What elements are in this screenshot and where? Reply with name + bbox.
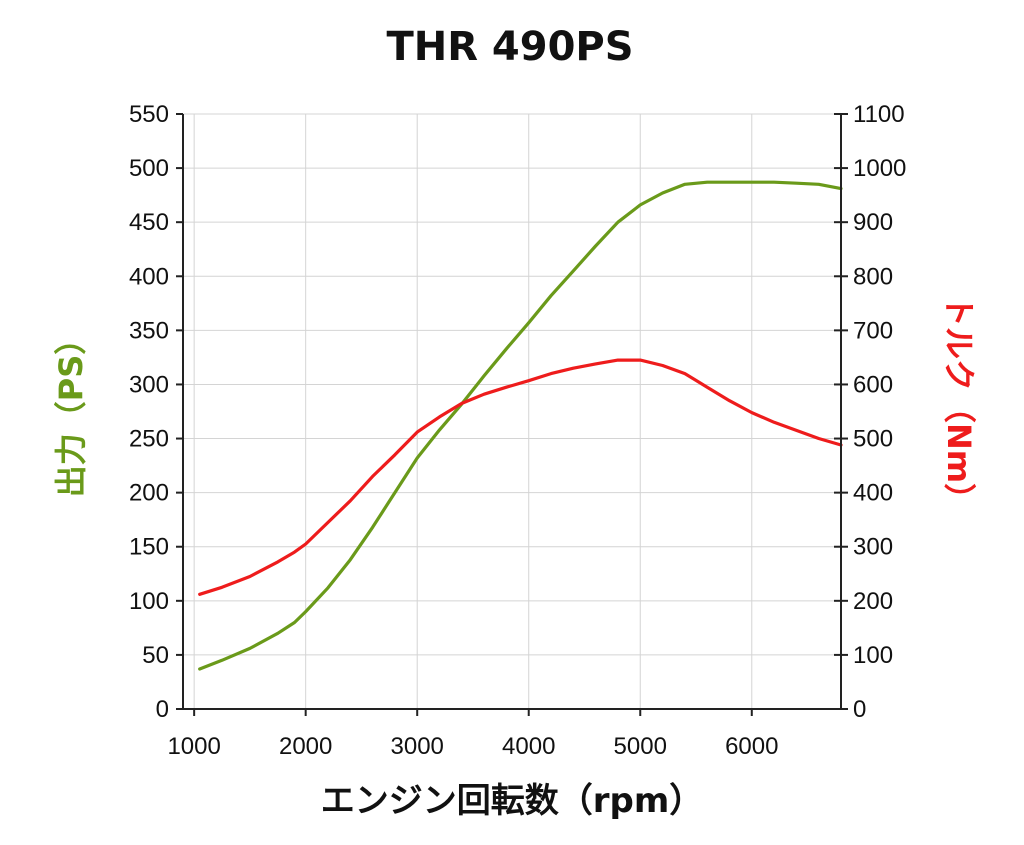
y-left-tick-label: 350	[129, 317, 169, 344]
x-tick-label: 4000	[502, 733, 555, 760]
axes	[182, 114, 842, 710]
x-tick-label: 1000	[167, 733, 220, 760]
y-right-tick-label: 1000	[853, 155, 906, 182]
x-tick-label: 5000	[614, 733, 667, 760]
y-axis-left-label: 出力（PS）	[52, 323, 90, 498]
y-left-tick-label: 550	[129, 101, 169, 128]
series-layer	[198, 180, 843, 671]
x-tick-label: 3000	[391, 733, 444, 760]
x-tick-label: 6000	[725, 733, 778, 760]
y-right-tick-label: 1100	[853, 101, 905, 128]
y-right-tick-label: 200	[853, 588, 893, 615]
y-right-tick-label: 700	[853, 317, 893, 344]
y-right-tick-label: 600	[853, 371, 893, 398]
y-right-tick-label: 500	[853, 426, 893, 453]
ticks: 0 50 100 150 200 250 300 350 400 450 500 550 0 100 200…	[129, 101, 906, 760]
y-left-tick-label: 500	[129, 155, 169, 182]
y-left-tick-label: 100	[129, 588, 169, 615]
y-left-tick-label: 0	[156, 696, 169, 723]
y-right-tick-label: 900	[853, 209, 893, 236]
y-right-tick-label: 400	[853, 480, 893, 507]
chart-title: THR 490PS	[386, 24, 633, 70]
y-left-tick-label: 300	[129, 371, 169, 398]
y-axis-right-label: トルク（Nm）	[940, 295, 978, 515]
grid	[183, 113, 841, 709]
y-left-tick-label: 200	[129, 480, 169, 507]
power-line	[198, 180, 843, 671]
y-left-tick-label: 450	[129, 209, 169, 236]
torque-line	[198, 358, 843, 596]
x-axis-label: エンジン回転数（rpm）	[321, 781, 704, 821]
y-right-tick-label: 100	[853, 642, 893, 669]
y-left-tick-label: 150	[129, 534, 169, 561]
y-left-tick-label: 400	[129, 263, 169, 290]
y-right-tick-label: 800	[853, 263, 893, 290]
x-tick-label: 2000	[279, 733, 332, 760]
y-right-tick-label: 300	[853, 534, 893, 561]
y-right-tick-label: 0	[853, 696, 866, 723]
y-left-tick-label: 50	[142, 642, 169, 669]
y-left-tick-label: 250	[129, 426, 169, 453]
